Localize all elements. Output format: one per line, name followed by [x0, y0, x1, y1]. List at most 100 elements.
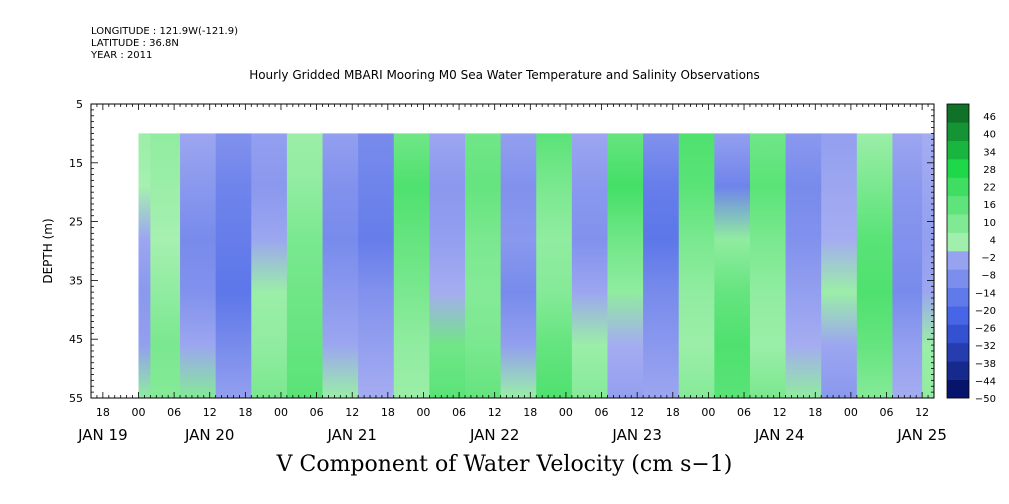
x-hour-tick-label: 12 [345, 406, 359, 419]
colorbar-tick-label: −38 [975, 359, 996, 370]
x-hour-tick-label: 00 [844, 406, 858, 419]
x-hour-tick-label: 06 [452, 406, 466, 419]
heatmap-column [821, 133, 858, 398]
colorbar-segment [947, 195, 969, 215]
heatmap-column [749, 133, 787, 398]
x-hour-tick-label: 00 [131, 406, 145, 419]
x-hour-tick-label: 06 [595, 406, 609, 419]
x-hour-tick-label: 00 [416, 406, 430, 419]
heatmap-column [785, 133, 822, 398]
colorbar-tick-label: 4 [990, 235, 996, 246]
y-tick-label: 25 [69, 216, 83, 229]
colorbar-segment [947, 287, 969, 307]
colorbar-tick-label: −44 [975, 376, 996, 387]
x-day-label: JAN 25 [896, 426, 947, 444]
heatmap-column [856, 133, 893, 398]
heatmap-column [322, 133, 359, 398]
y-tick-label: 15 [69, 157, 83, 170]
colorbar-segment [947, 104, 969, 123]
heatmap-column [571, 133, 608, 398]
heatmap-column [180, 133, 217, 398]
x-hour-tick-label: 12 [488, 406, 502, 419]
x-day-label: JAN 21 [326, 426, 377, 444]
colorbar-tick-label: −14 [975, 288, 996, 299]
x-hour-tick-label: 12 [915, 406, 929, 419]
latitude-label: LATITUDE : 36.8N [91, 38, 179, 49]
y-tick-label: 55 [69, 392, 83, 405]
heatmap-column [607, 133, 644, 398]
colorbar-segment [947, 269, 969, 289]
heatmap-column [358, 133, 395, 398]
colorbar-segment [947, 214, 969, 233]
x-hour-tick-label: 06 [880, 406, 894, 419]
heatmap-column [429, 133, 466, 398]
longitude-label: LONGITUDE : 121.9W(-121.9) [91, 26, 238, 37]
heatmap-column [500, 133, 537, 398]
colorbar-segment [947, 324, 969, 344]
colorbar-tick-label: −32 [975, 341, 996, 352]
x-hour-tick-label: 18 [381, 406, 395, 419]
colorbar-segment [947, 122, 969, 142]
colorbar-frame [946, 103, 970, 399]
y-tick-label: 35 [69, 274, 83, 287]
year-label: YEAR : 2011 [91, 50, 153, 61]
colorbar-segment [947, 251, 969, 270]
x-hour-tick-label: 06 [167, 406, 181, 419]
heatmap-column [643, 133, 680, 398]
x-hour-tick-label: 06 [310, 406, 324, 419]
colorbar-segment [947, 177, 969, 197]
y-axis-label: DEPTH (m) [41, 218, 55, 283]
heatmap-column [393, 133, 430, 398]
x-hour-tick-label: 18 [238, 406, 252, 419]
colorbar-tick-label: 16 [983, 200, 996, 211]
colorbar-segment [947, 361, 969, 380]
x-hour-tick-label: 18 [666, 406, 680, 419]
heatmap-column [922, 133, 935, 398]
x-hour-tick-label: 18 [808, 406, 822, 419]
colorbar-tick-label: −50 [975, 394, 996, 405]
colorbar-tick-label: −20 [975, 306, 996, 317]
x-hour-tick-label: 18 [96, 406, 110, 419]
x-day-label: JAN 19 [77, 426, 128, 444]
y-tick-label: 45 [69, 333, 83, 346]
colorbar-segment [947, 140, 969, 160]
heatmap-column [286, 133, 324, 398]
y-tick-label: 5 [76, 98, 83, 111]
colorbar-tick-label: 28 [983, 165, 996, 176]
x-hour-tick-label: 12 [630, 406, 644, 419]
colorbar-segment [947, 342, 969, 362]
colorbar-segment [947, 232, 969, 252]
heatmap-column [215, 133, 252, 398]
heatmap-column [536, 133, 573, 398]
x-hour-tick-label: 00 [701, 406, 715, 419]
colorbar-tick-label: 10 [983, 218, 996, 229]
heatmap-column [138, 133, 151, 398]
x-hour-tick-label: 12 [203, 406, 217, 419]
colorbar-tick-label: 22 [983, 183, 996, 194]
colorbar-tick-label: 40 [983, 130, 996, 141]
x-day-label: JAN 24 [754, 426, 805, 444]
heatmap-column [150, 133, 181, 398]
heatmap-column [251, 133, 288, 398]
colorbar-tick-label: 46 [983, 112, 996, 123]
chart-title: Hourly Gridded MBARI Mooring M0 Sea Wate… [249, 68, 760, 82]
x-hour-tick-label: 18 [523, 406, 537, 419]
x-day-label: JAN 20 [184, 426, 235, 444]
x-hour-tick-label: 06 [737, 406, 751, 419]
variable-label: V Component of Water Velocity (cm s−1) [276, 452, 733, 477]
x-hour-tick-label: 12 [773, 406, 787, 419]
colorbar-tick-label: −8 [981, 271, 996, 282]
colorbar-segment [947, 159, 969, 178]
heatmap-column [892, 133, 923, 398]
velocity-heatmap-chart: 18 00 06 12 18 00 06 12 18 00 06 12 18 00 06 12 18 00 06 12… [41, 98, 996, 444]
colorbar-segment [947, 379, 969, 399]
x-day-label: JAN 23 [611, 426, 662, 444]
x-hour-tick-label: 00 [559, 406, 573, 419]
colorbar-segment [947, 306, 969, 325]
x-day-label: JAN 22 [469, 426, 520, 444]
heatmap-column [678, 133, 715, 398]
colorbar-tick-label: −26 [975, 324, 996, 335]
colorbar-tick-label: 34 [983, 147, 996, 158]
heatmap-column [465, 133, 502, 398]
x-hour-tick-label: 00 [274, 406, 288, 419]
